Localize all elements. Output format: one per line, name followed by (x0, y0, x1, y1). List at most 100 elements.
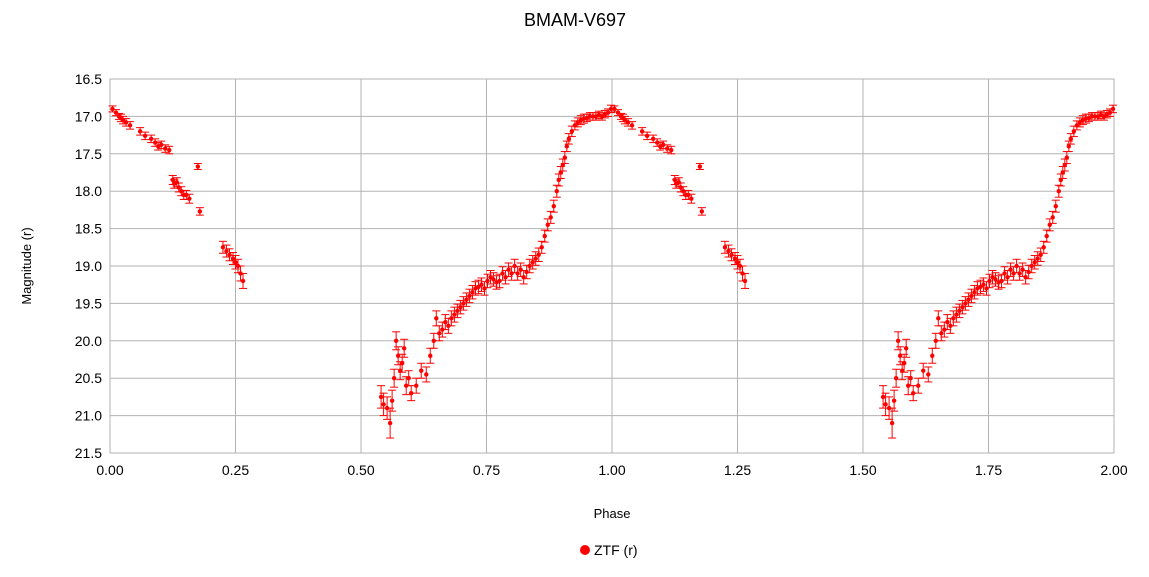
marker (443, 319, 448, 325)
data-point (528, 255, 537, 270)
marker (1008, 267, 1013, 272)
y-tick-label: 16.5 (75, 71, 102, 87)
marker (491, 277, 496, 282)
marker (960, 304, 965, 310)
marker (1056, 189, 1061, 194)
data-point (218, 240, 227, 254)
marker (187, 196, 192, 201)
marker (515, 271, 520, 276)
y-tick-labels: 16.5 17.0 17.5 18.0 18.5 19.0 19.5 20.0 20.5 21.0… (75, 71, 102, 461)
data-point (1042, 229, 1051, 243)
marker (184, 192, 189, 198)
marker (123, 120, 129, 125)
marker (686, 192, 691, 198)
data-point (931, 332, 940, 349)
marker (629, 123, 635, 128)
marker (926, 372, 931, 377)
marker (993, 277, 998, 282)
data-point (417, 362, 426, 379)
marker (1077, 120, 1083, 125)
data-point (222, 244, 231, 258)
marker (224, 248, 229, 254)
marker (732, 256, 738, 261)
data-point (697, 207, 706, 216)
marker (220, 245, 226, 250)
marker (506, 267, 511, 272)
marker (503, 275, 508, 280)
marker (697, 164, 703, 169)
y-tick-label: 21.5 (75, 445, 102, 461)
marker (891, 398, 897, 403)
marker (911, 390, 916, 396)
data-point (462, 292, 471, 307)
marker (163, 146, 168, 151)
marker (554, 189, 559, 194)
data-point (1054, 184, 1063, 198)
marker (512, 263, 517, 269)
data-point (924, 366, 933, 383)
marker (455, 308, 460, 314)
data-point (432, 310, 441, 327)
data-point (562, 140, 571, 153)
marker (381, 402, 386, 407)
marker (1011, 271, 1016, 276)
data-point (649, 134, 658, 144)
marker (681, 189, 686, 194)
plot-area-border (109, 78, 1115, 454)
x-tick-label: 0.25 (222, 462, 249, 478)
marker (1089, 114, 1095, 119)
marker (485, 278, 490, 284)
marker (999, 278, 1004, 284)
marker (612, 106, 617, 112)
data-point (193, 163, 202, 171)
data-point (564, 133, 573, 145)
y-axis-label: Magnitude (r) (19, 227, 34, 304)
data-point (970, 284, 979, 300)
marker (110, 106, 115, 112)
data-point (546, 210, 555, 224)
y-tick-label: 19.0 (75, 258, 102, 274)
data-point (398, 353, 407, 373)
marker (644, 133, 650, 139)
data-point (879, 385, 888, 409)
marker (936, 316, 941, 321)
marker (424, 372, 429, 377)
marker (954, 312, 959, 317)
data-point (1027, 258, 1036, 274)
marker (930, 353, 935, 358)
marker (431, 338, 436, 343)
marker (500, 271, 505, 276)
data-point (400, 338, 409, 358)
marker (889, 420, 895, 426)
marker (893, 376, 899, 381)
data-point (552, 184, 561, 198)
marker (240, 278, 246, 284)
marker (470, 289, 475, 295)
data-point (909, 385, 918, 402)
marker (530, 260, 535, 265)
marker (921, 368, 926, 373)
data-point (919, 362, 928, 379)
marker (509, 271, 514, 276)
marker (406, 376, 411, 381)
data-point (390, 368, 399, 388)
data-point (426, 347, 435, 364)
data-point (979, 277, 988, 292)
marker (564, 144, 570, 149)
marker (527, 263, 532, 269)
marker (978, 284, 983, 290)
data-point (1058, 166, 1067, 179)
marker (197, 209, 203, 214)
data-point (949, 310, 958, 327)
marker (722, 245, 728, 250)
y-tick-label: 21.0 (75, 408, 102, 424)
data-point (429, 332, 438, 349)
marker (539, 245, 544, 250)
data-points (108, 104, 1117, 439)
marker (1050, 215, 1055, 220)
data-point (239, 272, 248, 289)
marker (524, 269, 529, 275)
marker (895, 338, 901, 343)
marker (726, 248, 731, 254)
marker (1110, 106, 1116, 112)
